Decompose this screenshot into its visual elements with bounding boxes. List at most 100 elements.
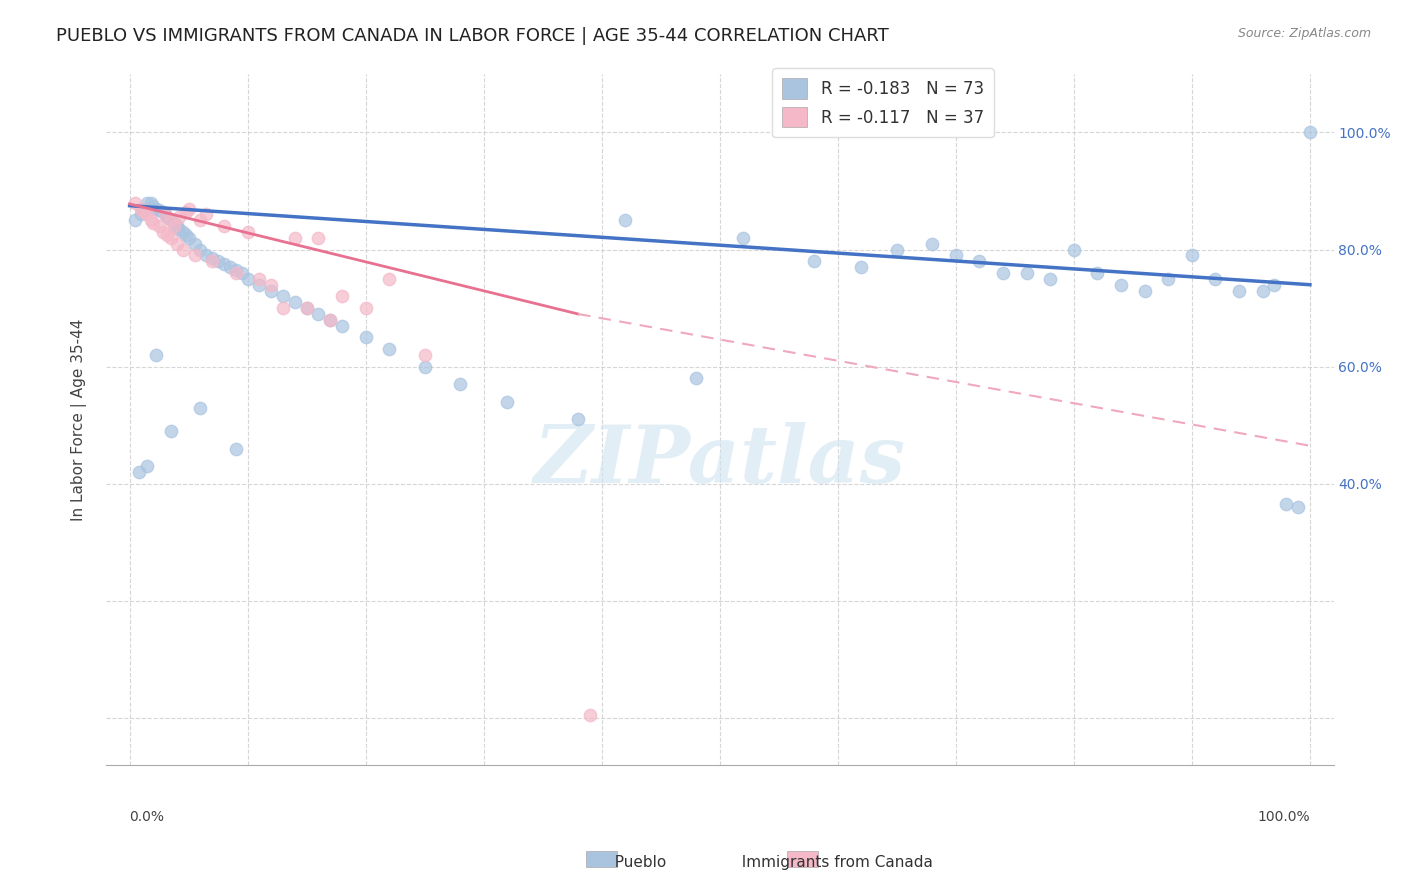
Point — [152, 204, 174, 219]
Point — [271, 301, 294, 315]
Point — [201, 254, 224, 268]
Point — [225, 442, 247, 456]
Point — [219, 260, 242, 274]
Point — [1275, 497, 1298, 511]
Point — [225, 263, 247, 277]
Point — [354, 330, 377, 344]
Point — [152, 225, 174, 239]
Point — [1039, 272, 1062, 286]
Point — [1015, 266, 1038, 280]
Point — [156, 227, 179, 242]
Point — [921, 236, 943, 251]
Point — [1299, 126, 1322, 140]
Point — [271, 289, 294, 303]
Point — [156, 211, 179, 225]
Point — [354, 301, 377, 315]
Y-axis label: In Labor Force | Age 35-44: In Labor Force | Age 35-44 — [72, 318, 87, 521]
Point — [163, 219, 186, 234]
FancyBboxPatch shape — [586, 851, 617, 867]
Point — [231, 266, 253, 280]
Point — [160, 213, 183, 227]
Point — [284, 295, 307, 310]
Point — [413, 348, 436, 362]
Point — [1087, 266, 1109, 280]
Point — [183, 248, 205, 262]
Point — [567, 412, 589, 426]
Point — [319, 313, 342, 327]
Point — [163, 216, 186, 230]
Point — [413, 359, 436, 374]
Point — [160, 231, 183, 245]
Point — [190, 401, 212, 415]
Point — [945, 248, 967, 262]
Point — [236, 225, 259, 239]
Point — [733, 231, 755, 245]
Point — [128, 465, 150, 479]
Point — [295, 301, 318, 315]
Point — [132, 202, 155, 216]
Point — [177, 202, 200, 216]
Point — [236, 272, 259, 286]
Point — [685, 371, 707, 385]
Point — [136, 207, 159, 221]
Point — [307, 307, 329, 321]
Point — [295, 301, 318, 315]
Point — [330, 289, 353, 303]
Point — [614, 213, 637, 227]
Point — [1181, 248, 1204, 262]
Point — [160, 213, 183, 227]
Point — [851, 260, 873, 274]
Point — [496, 394, 519, 409]
Point — [1157, 272, 1180, 286]
Point — [136, 195, 159, 210]
Point — [172, 243, 194, 257]
Point — [886, 243, 908, 257]
Point — [124, 195, 146, 210]
Point — [174, 227, 197, 242]
Point — [579, 708, 602, 723]
Point — [1063, 243, 1085, 257]
Point — [142, 199, 165, 213]
Point — [145, 202, 167, 216]
Text: Immigrants from Canada: Immigrants from Canada — [731, 855, 932, 870]
Point — [153, 207, 176, 221]
Point — [378, 272, 401, 286]
Text: 0.0%: 0.0% — [129, 810, 165, 823]
Legend: R = -0.183   N = 73, R = -0.117   N = 37: R = -0.183 N = 73, R = -0.117 N = 37 — [772, 69, 994, 137]
Point — [153, 207, 176, 221]
Point — [378, 342, 401, 356]
Point — [1251, 284, 1274, 298]
Point — [166, 236, 188, 251]
Point — [160, 424, 183, 438]
Point — [139, 195, 162, 210]
Point — [172, 225, 194, 239]
Point — [284, 231, 307, 245]
Point — [195, 207, 218, 221]
Point — [201, 252, 224, 266]
Point — [131, 202, 153, 216]
Point — [136, 459, 159, 474]
Point — [148, 219, 170, 234]
Text: ZIPatlas: ZIPatlas — [534, 422, 905, 500]
Point — [1286, 500, 1309, 515]
Point — [1263, 277, 1285, 292]
Point — [1204, 272, 1226, 286]
Point — [260, 277, 283, 292]
Point — [803, 254, 825, 268]
Point — [249, 277, 271, 292]
Point — [969, 254, 991, 268]
Text: PUEBLO VS IMMIGRANTS FROM CANADA IN LABOR FORCE | AGE 35-44 CORRELATION CHART: PUEBLO VS IMMIGRANTS FROM CANADA IN LABO… — [56, 27, 889, 45]
Point — [142, 216, 165, 230]
Point — [166, 219, 188, 234]
FancyBboxPatch shape — [787, 851, 818, 867]
Point — [225, 266, 247, 280]
Point — [177, 231, 200, 245]
Point — [207, 254, 229, 268]
Point — [212, 219, 235, 234]
Point — [449, 377, 471, 392]
Point — [212, 257, 235, 271]
Point — [132, 204, 155, 219]
Point — [1133, 284, 1156, 298]
Text: Source: ZipAtlas.com: Source: ZipAtlas.com — [1237, 27, 1371, 40]
Point — [145, 348, 167, 362]
